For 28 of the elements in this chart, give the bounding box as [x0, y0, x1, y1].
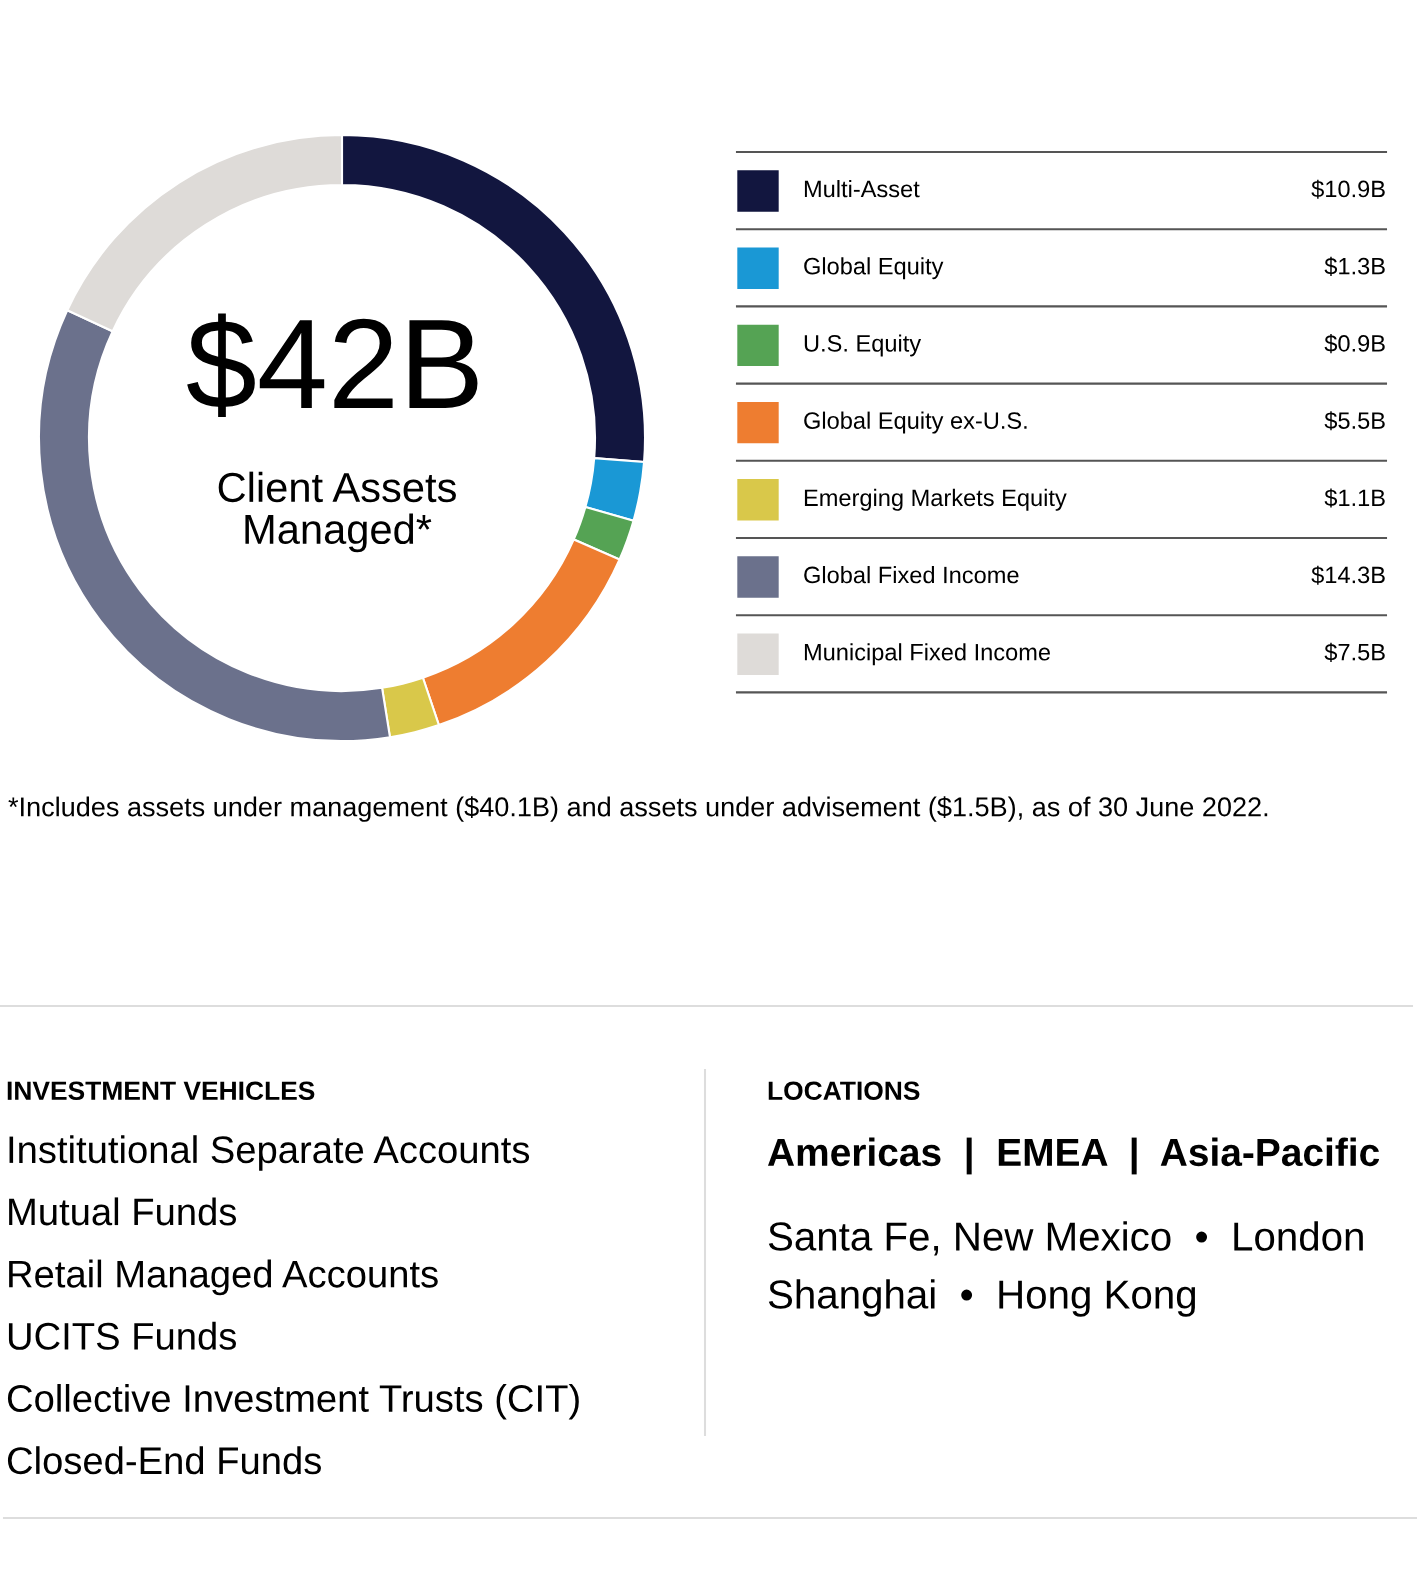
data-label: $1.1B	[1324, 488, 1385, 508]
text: Collective Investment Trusts (CIT)	[7, 1384, 579, 1420]
text: Mutual Funds	[9, 1197, 237, 1226]
text: Santa Fe, New Mexico • London	[768, 1221, 1363, 1256]
text: Institutional Separate Accounts	[9, 1135, 530, 1171]
text: Closed-End Funds	[7, 1446, 321, 1475]
text: UCITS Funds	[8, 1321, 236, 1350]
legend-label: Global Equity	[804, 257, 944, 280]
text: *Includes assets under management ($40.1B) and assets under advisement ($1.5B), as of 30 June 2022.	[8, 796, 1268, 822]
text: Americas | EMEA | Asia-Pacific	[767, 1137, 1380, 1175]
text: Shanghai • Hong Kong	[768, 1279, 1196, 1317]
legend-label: U.S. Equity	[804, 334, 922, 357]
data-label: $7.5B	[1324, 642, 1385, 662]
legend-label: Emerging Markets Equity	[804, 488, 1067, 511]
text: $42B	[187, 313, 478, 417]
legend-label: Global Equity ex-U.S.	[804, 411, 1027, 434]
text: Client Assets Managed*	[218, 471, 456, 553]
legend-label: Municipal Fixed Income	[804, 643, 1050, 666]
legend-label: Multi-Asset	[804, 179, 920, 198]
data-label: $14.3B	[1311, 565, 1385, 585]
data-label: $5.5B	[1324, 411, 1385, 431]
legend-label: Global Fixed Income	[804, 565, 1019, 584]
data-label: $10.9B	[1311, 179, 1385, 199]
text: INVESTMENT VEHICLES	[7, 1081, 315, 1101]
text: LOCATIONS	[768, 1081, 920, 1101]
data-label: $0.9B	[1324, 334, 1385, 354]
data-label: $1.3B	[1324, 256, 1385, 276]
text: Retail Managed Accounts	[9, 1259, 438, 1296]
